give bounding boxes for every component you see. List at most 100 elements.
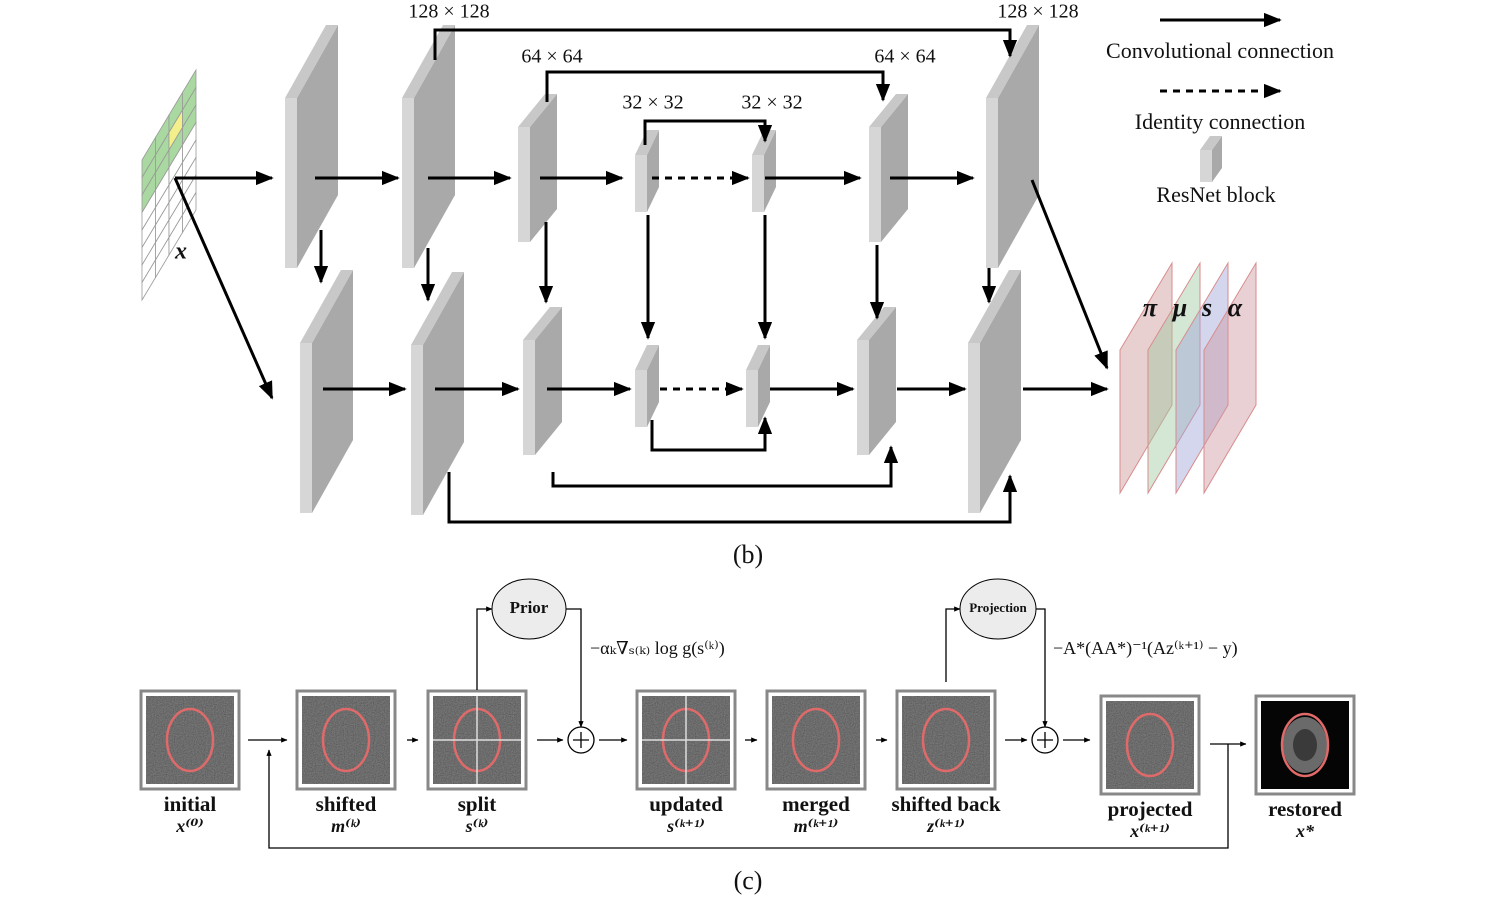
stage-name: shifted [316, 792, 377, 816]
resnet-block [752, 130, 776, 212]
connection [447, 472, 1018, 524]
block-front [869, 127, 881, 242]
block-top [285, 25, 338, 98]
resnet-block [635, 130, 659, 212]
image-noise [902, 696, 990, 784]
block-top [300, 270, 353, 343]
block-front [746, 370, 758, 427]
resnet-block [411, 272, 464, 515]
block-front [1200, 150, 1212, 182]
stage-image [895, 689, 997, 791]
block-side [881, 94, 908, 242]
connection [266, 744, 1229, 849]
block-top [411, 272, 464, 345]
caption: (c) [734, 866, 763, 895]
mask-outline [165, 707, 215, 773]
block-top [746, 345, 770, 370]
output-map [1203, 261, 1257, 495]
caption: (b) [733, 540, 763, 569]
mask-outline [321, 707, 371, 773]
block-side [998, 25, 1039, 268]
block-front [285, 98, 297, 268]
stage-name: split [458, 792, 497, 816]
stage-symbol: x⁽ᵏ⁺¹⁾ [1129, 821, 1170, 841]
connection [173, 177, 274, 400]
connection [650, 416, 773, 452]
block-top [523, 307, 562, 340]
block-front [968, 343, 980, 513]
connection [1030, 179, 1109, 370]
block-front [411, 345, 423, 515]
block-side [312, 270, 353, 513]
stage-symbol: s⁽ᵏ⁾ [465, 816, 489, 836]
resnet-block [635, 345, 659, 427]
size-label: 32 × 32 [622, 92, 683, 114]
connection [433, 28, 1018, 60]
block-top [869, 94, 908, 127]
block-side [764, 130, 776, 212]
resnet-block [300, 270, 353, 513]
output-map [1147, 261, 1201, 495]
connection [1036, 608, 1048, 728]
block-side [530, 94, 557, 242]
block-side [297, 25, 338, 268]
size-label: 64 × 64 [874, 46, 935, 68]
stage-image [635, 689, 737, 791]
formula: −A*(AA*)⁻¹(Az⁽ᵏ⁺¹⁾ − y) [1053, 638, 1238, 659]
output-label: α [1228, 293, 1243, 322]
block-side [869, 307, 896, 455]
block-top [968, 270, 1021, 343]
block-front [752, 155, 764, 212]
size-label: 32 × 32 [741, 92, 802, 114]
block-top [857, 307, 896, 340]
block-top [1200, 136, 1222, 150]
stage-image [295, 689, 397, 791]
stage-name: shifted back [891, 792, 1000, 816]
plus [573, 732, 589, 748]
connection [566, 608, 584, 728]
resnet-block [857, 307, 896, 455]
block-front [986, 98, 998, 268]
output-label: s [1201, 293, 1212, 322]
legend-label: Identity connection [1135, 109, 1305, 134]
stage-name: merged [782, 792, 850, 816]
block-front [857, 340, 869, 455]
output-map [1175, 261, 1229, 495]
block-top [986, 25, 1039, 98]
stage-image [1099, 694, 1201, 796]
connection [643, 119, 773, 145]
block-side [980, 270, 1021, 513]
block-top [518, 94, 557, 127]
stage-name: restored [1268, 797, 1342, 821]
stage-name: initial [164, 792, 217, 816]
image-noise [772, 696, 860, 784]
block-top [402, 25, 455, 98]
connection [476, 606, 493, 690]
mask-outline [1125, 712, 1175, 778]
stage-name: projected [1108, 797, 1193, 821]
input-label: x [174, 239, 187, 265]
stage-symbol: z⁽ᵏ⁺¹⁾ [926, 816, 965, 836]
formula: −αₖ∇ₛ₍ₖ₎ log g(s⁽ᵏ⁾) [590, 638, 725, 659]
resnet-block [746, 345, 770, 427]
image-noise [302, 696, 390, 784]
block-side [758, 345, 770, 427]
legend-label: Convolutional connection [1106, 38, 1334, 63]
block-front [518, 127, 530, 242]
block-side [535, 307, 562, 455]
node-label: Projection [969, 600, 1027, 615]
size-label: 128 × 128 [997, 1, 1078, 23]
output-map [1119, 261, 1173, 495]
block-side [647, 130, 659, 212]
resnet-block [518, 94, 557, 242]
mask-outline [921, 707, 971, 773]
block-side [647, 345, 659, 427]
stage-image [1254, 694, 1356, 796]
resnet-block [968, 270, 1021, 513]
stage-image [139, 689, 241, 791]
output-label: μ [1171, 293, 1187, 322]
resnet-block [869, 94, 908, 242]
size-label: 128 × 128 [408, 1, 489, 23]
